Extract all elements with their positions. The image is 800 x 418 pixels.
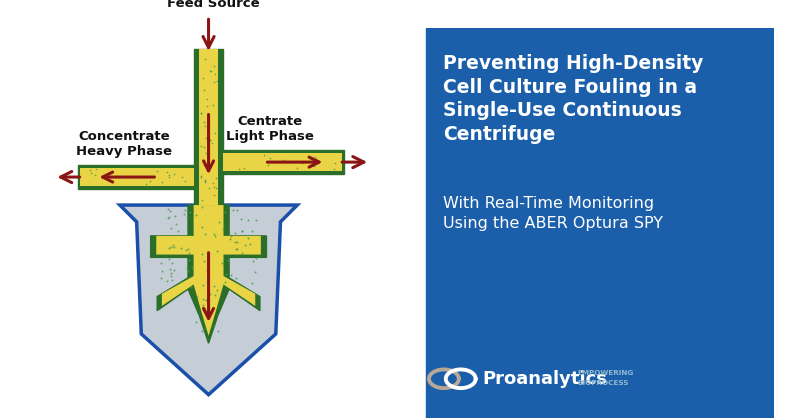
Bar (78, 165, 194, 189)
Text: Preventing High-Density
Cell Culture Fouling in a
Single-Use Continuous
Centrifu: Preventing High-Density Cell Culture Fou… (443, 54, 703, 144)
Text: BIOPROCESS: BIOPROCESS (578, 380, 629, 385)
Text: Feed Source: Feed Source (167, 0, 259, 10)
Bar (223, 153, 342, 171)
Text: Centrate
Light Phase: Centrate Light Phase (226, 115, 314, 143)
Bar (194, 49, 223, 205)
Bar (26, 28, 426, 418)
Polygon shape (120, 205, 298, 395)
Text: Proanalytics: Proanalytics (482, 370, 607, 388)
Bar (426, 28, 774, 418)
Bar (199, 49, 218, 205)
Polygon shape (150, 205, 266, 343)
Bar (80, 168, 194, 186)
Bar (223, 150, 344, 174)
Polygon shape (156, 205, 261, 336)
Text: Concentrate
Heavy Phase: Concentrate Heavy Phase (77, 130, 173, 158)
Text: EMPOWERING: EMPOWERING (578, 370, 634, 376)
Text: With Real-Time Monitoring
Using the ABER Optura SPY: With Real-Time Monitoring Using the ABER… (443, 196, 663, 231)
